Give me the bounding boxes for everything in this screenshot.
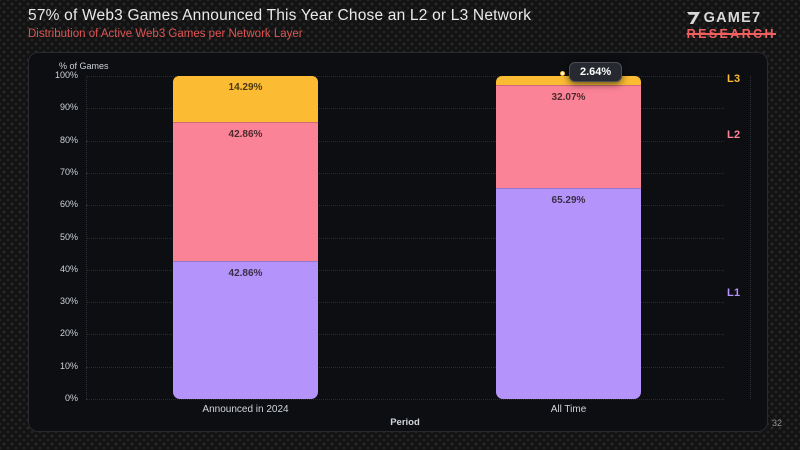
y-axis-title: % of Games <box>59 61 109 71</box>
bar-segment-l3[interactable]: 14.29% <box>173 76 318 123</box>
gridline <box>86 205 724 207</box>
tooltip-marker-dot <box>560 71 565 76</box>
bar-segment-l2[interactable]: 42.86% <box>173 122 318 261</box>
bar-all-time[interactable]: 32.07% 65.29% <box>496 76 641 399</box>
game7-logo-icon <box>686 12 700 24</box>
segment-value-label: 65.29% <box>551 195 586 207</box>
y-tick-label: 40% <box>59 263 78 274</box>
chart-panel: % of Games 2.64% 0% 10% 20% 30% 40% 50% 60% 70%… <box>28 52 768 432</box>
game7-logo: GAME7 RESEARCH <box>686 10 776 41</box>
gridline <box>86 76 724 77</box>
bar-segment-l2[interactable]: 32.07% <box>496 84 641 189</box>
y-tick-label: 60% <box>59 199 78 210</box>
y-tick-label: 70% <box>59 166 78 177</box>
y-tick-label: 100% <box>54 70 78 80</box>
series-label-l3: L3 <box>727 73 741 86</box>
gridline <box>86 399 724 400</box>
right-axis-line <box>750 76 751 399</box>
slide-subtitle: Distribution of Active Web3 Games per Ne… <box>28 28 303 40</box>
series-label-l2: L2 <box>727 129 741 142</box>
y-tick-label: 10% <box>59 360 78 371</box>
series-label-l1: L1 <box>727 286 741 299</box>
y-tick-label: 30% <box>59 296 78 307</box>
plot-area: 2.64% 0% 10% 20% 30% 40% 50% 60% 70% 80% 90% 100% 1… <box>55 62 751 415</box>
x-tick-label: All Time <box>550 404 587 415</box>
gridline <box>86 302 724 304</box>
bar-announced-in-2024[interactable]: 14.29% 42.86% 42.86% <box>173 76 318 400</box>
y-tick-label: 20% <box>59 328 78 339</box>
gridline <box>86 108 724 110</box>
bar-segment-l3[interactable] <box>496 76 641 85</box>
x-tick-label: Announced in 2024 <box>202 404 289 415</box>
bar-segment-l1[interactable]: 42.86% <box>173 260 318 400</box>
gridline <box>86 140 724 142</box>
gridline <box>86 366 724 368</box>
gridline <box>86 237 724 239</box>
tooltip-value: 2.64% <box>580 66 612 78</box>
x-axis-title: Period <box>390 417 420 428</box>
game7-brand-row: GAME7 <box>686 10 776 26</box>
y-tick-label: 90% <box>59 102 78 113</box>
research-label: RESEARCH <box>686 27 776 41</box>
slide-title: 57% of Web3 Games Announced This Year Ch… <box>28 7 532 24</box>
gridline <box>86 334 724 336</box>
segment-value-label: 14.29% <box>228 82 263 93</box>
tooltip: 2.64% <box>569 62 623 82</box>
page-number: 32 <box>772 418 783 428</box>
segment-value-label: 32.07% <box>551 91 586 103</box>
bar-segment-l1[interactable]: 65.29% <box>496 188 641 399</box>
y-tick-label: 80% <box>59 134 78 145</box>
gridline <box>86 269 724 271</box>
game7-brand-text: GAME7 <box>703 10 762 26</box>
segment-value-label: 42.86% <box>228 129 263 141</box>
y-tick-label: 0% <box>64 393 78 403</box>
y-tick-label: 50% <box>59 231 78 242</box>
gridline <box>86 172 724 174</box>
segment-value-label: 42.86% <box>228 267 263 279</box>
